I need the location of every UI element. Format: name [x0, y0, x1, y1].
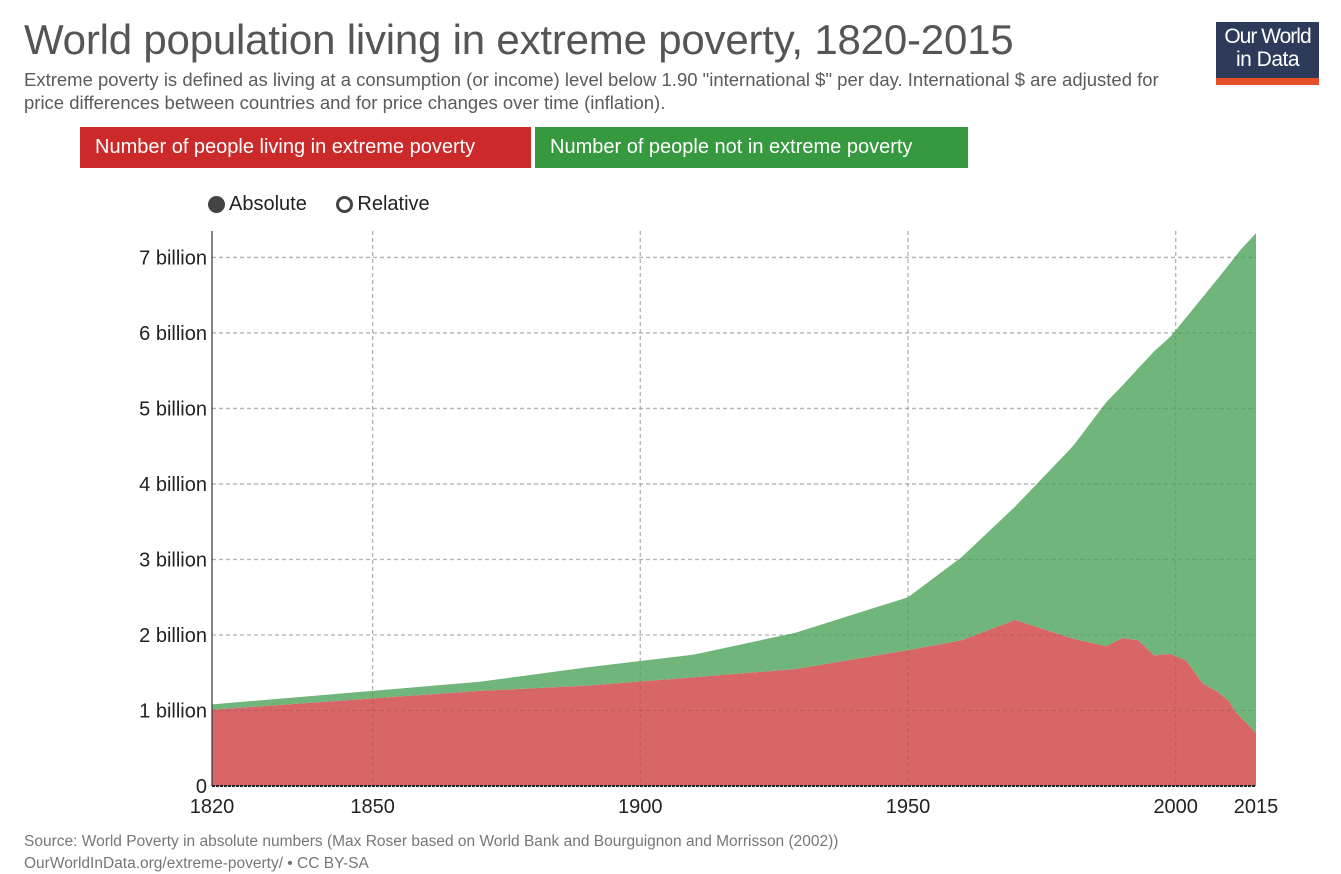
x-tick-label: 1900	[618, 796, 663, 818]
y-tick-label: 1 billion	[139, 700, 207, 722]
source-note: Source: World Poverty in absolute number…	[24, 833, 839, 850]
x-tick-label: 2000	[1153, 796, 1198, 818]
radio-relative[interactable]: Relative	[336, 193, 430, 216]
license-note[interactable]: OurWorldInData.org/extreme-poverty/ • CC…	[24, 855, 369, 872]
y-tick-label: 3 billion	[139, 549, 207, 571]
radio-absolute-label: Absolute	[229, 193, 307, 215]
legend-item-extreme-poverty[interactable]: Number of people living in extreme pover…	[80, 127, 531, 168]
logo-line-1: Our World	[1224, 25, 1311, 48]
x-tick-label: 1820	[190, 796, 235, 818]
owid-logo[interactable]: Our World in Data	[1216, 22, 1319, 85]
radio-selected-icon	[208, 196, 225, 213]
x-tick-label: 2015	[1234, 796, 1279, 818]
legend-item-not-extreme-poverty[interactable]: Number of people not in extreme poverty	[535, 127, 968, 168]
area-series	[212, 233, 1256, 786]
x-axis-ticks: 1820 1850 1900 1950 2000 2015	[190, 796, 1279, 818]
area-extreme-poverty	[212, 619, 1256, 786]
chart-subtitle: Extreme poverty is defined as living at …	[24, 69, 1159, 113]
radio-relative-label: Relative	[357, 193, 430, 215]
y-tick-label: 0	[196, 776, 207, 798]
x-tick-label: 1850	[350, 796, 395, 818]
y-tick-label: 2 billion	[139, 625, 207, 647]
x-tick-label: 1950	[886, 796, 931, 818]
logo-line-2: in Data	[1235, 48, 1300, 71]
y-tick-label: 7 billion	[139, 247, 207, 269]
radio-absolute[interactable]: Absolute	[208, 193, 307, 216]
area-not-extreme-poverty	[212, 233, 1256, 734]
y-tick-label: 4 billion	[139, 474, 207, 496]
radio-unselected-icon	[336, 196, 354, 213]
chart-title: World population living in extreme pover…	[24, 16, 1014, 63]
logo-accent-bar	[1216, 78, 1319, 85]
y-axis-ticks: 0 1 billion 2 billion 3 billion 4 billion 5 b…	[139, 247, 207, 798]
y-tick-label: 6 billion	[139, 323, 207, 345]
axes	[211, 231, 1256, 787]
gridlines-overlay	[212, 231, 1256, 786]
mode-toggle: Absolute Relative	[208, 193, 454, 219]
y-tick-label: 5 billion	[139, 398, 207, 420]
